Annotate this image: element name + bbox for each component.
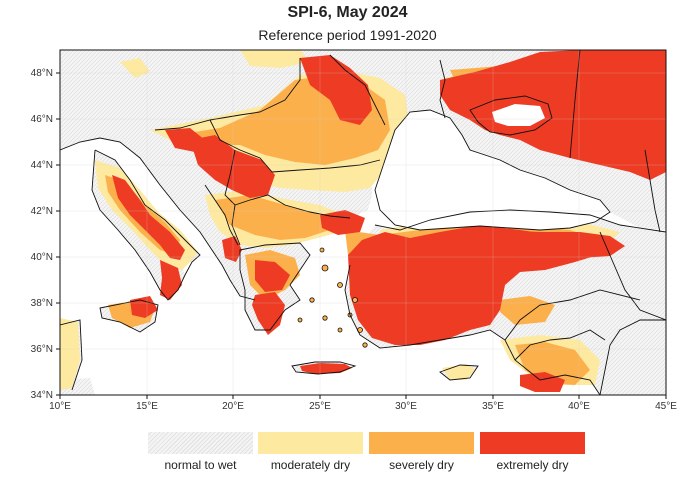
y-tick-label: 34°N	[31, 390, 53, 401]
sea-of-azov	[492, 104, 545, 126]
legend-item-extreme: extremely dry	[480, 432, 585, 472]
x-tick-label: 45°E	[655, 401, 677, 412]
map-frame	[59, 49, 667, 396]
x-tick-label: 25°E	[309, 401, 331, 412]
aegean-islands	[297, 247, 368, 348]
y-tick-label: 44°N	[31, 160, 53, 171]
y-tick-label: 38°N	[31, 298, 53, 309]
legend: normal to wet moderately dry severely dr…	[148, 432, 588, 480]
x-tick-label: 15°E	[136, 401, 158, 412]
y-tick-label: 36°N	[31, 344, 53, 355]
legend-swatch	[480, 432, 585, 454]
x-tick-label: 35°E	[482, 401, 504, 412]
legend-label: extremely dry	[496, 458, 569, 472]
legend-item-normal: normal to wet	[148, 432, 253, 472]
y-tick-label: 40°N	[31, 252, 53, 263]
y-tick-label: 42°N	[31, 206, 53, 217]
x-axis: 10°E 15°E 20°E 25°E 30°E 35°E 40°E 45°E	[49, 395, 677, 412]
extremely-dry-layer	[112, 50, 666, 392]
black-sea	[375, 110, 610, 230]
map-title: SPI-6, May 2024	[287, 4, 408, 21]
x-tick-label: 20°E	[222, 401, 244, 412]
country-borders	[60, 50, 666, 395]
legend-label: moderately dry	[270, 458, 351, 472]
legend-item-severe: severely dry	[369, 432, 474, 472]
legend-swatch	[148, 432, 253, 454]
legend-item-moderate: moderately dry	[258, 432, 363, 472]
legend-swatch	[369, 432, 474, 454]
x-tick-label: 10°E	[49, 401, 71, 412]
y-tick-label: 46°N	[31, 114, 53, 125]
x-tick-label: 40°E	[568, 401, 590, 412]
x-tick-label: 30°E	[395, 401, 417, 412]
y-tick-label: 48°N	[31, 68, 53, 79]
legend-label: normal to wet	[164, 458, 237, 472]
map-subtitle: Reference period 1991-2020	[258, 27, 437, 43]
graticule	[60, 50, 666, 395]
legend-swatch	[258, 432, 363, 454]
y-axis: 34°N 36°N 38°N 40°N 42°N 44°N 46°N 48°N	[31, 68, 60, 401]
legend-label: severely dry	[389, 458, 454, 472]
